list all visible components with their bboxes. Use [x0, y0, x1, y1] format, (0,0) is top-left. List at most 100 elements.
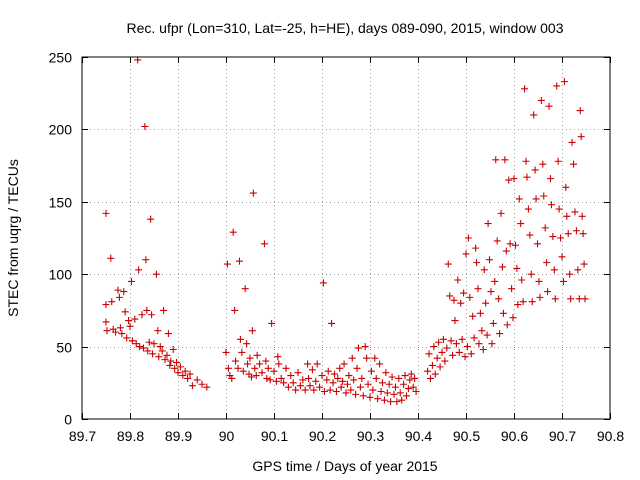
data-point — [570, 160, 578, 168]
data-point — [358, 374, 366, 382]
data-point — [102, 209, 110, 217]
data-point — [562, 183, 570, 191]
data-point — [521, 85, 529, 93]
data-point — [139, 344, 147, 352]
data-point — [238, 348, 246, 356]
data-point — [495, 295, 503, 303]
plot-frame — [81, 56, 611, 420]
x-tick-label: 89.8 — [117, 428, 144, 444]
data-point — [179, 372, 187, 380]
data-point — [499, 309, 507, 317]
data-point — [401, 372, 409, 380]
data-point — [347, 386, 355, 394]
data-point — [378, 379, 386, 387]
data-point — [350, 376, 358, 384]
y-tick-label: 150 — [49, 195, 73, 211]
data-point — [336, 364, 344, 372]
data-point — [352, 390, 360, 398]
data-point — [343, 380, 351, 388]
x-tick-label: 90 — [219, 428, 235, 444]
data-point — [150, 340, 158, 348]
data-point — [517, 220, 525, 228]
data-point — [173, 359, 181, 367]
data-point — [102, 318, 110, 326]
data-point — [540, 192, 548, 200]
data-point — [385, 380, 393, 388]
data-point — [313, 360, 321, 368]
data-point — [266, 376, 274, 384]
data-point — [452, 340, 460, 348]
data-point — [438, 348, 446, 356]
y-tick-label: 0 — [64, 412, 72, 428]
data-point — [509, 314, 517, 322]
y-tick-label: 100 — [49, 267, 73, 283]
data-point — [374, 395, 382, 403]
data-point — [102, 301, 110, 309]
data-point — [486, 256, 494, 264]
data-point — [534, 240, 542, 248]
data-point — [107, 254, 115, 262]
data-point — [126, 322, 134, 330]
data-point — [514, 301, 522, 309]
data-point — [443, 344, 451, 352]
data-point — [463, 343, 471, 351]
data-point — [478, 327, 486, 335]
x-tick-label: 90.7 — [549, 428, 576, 444]
data-point — [127, 277, 135, 285]
data-point — [145, 338, 153, 346]
data-point — [466, 293, 474, 301]
data-point — [112, 328, 120, 336]
data-point — [132, 340, 140, 348]
data-point — [461, 353, 469, 361]
data-point — [320, 387, 328, 395]
data-point — [244, 360, 252, 368]
data-point — [398, 396, 406, 404]
x-tick-label: 90.1 — [261, 428, 288, 444]
data-point — [198, 380, 206, 388]
data-point — [232, 357, 240, 365]
data-point — [424, 367, 432, 375]
data-point — [116, 324, 124, 332]
data-point — [361, 343, 369, 351]
data-point — [541, 224, 549, 232]
data-point — [155, 353, 163, 361]
data-point — [547, 201, 555, 209]
data-point — [488, 340, 496, 348]
data-point — [428, 361, 436, 369]
data-point — [425, 350, 433, 358]
data-point — [470, 334, 478, 342]
data-point — [287, 372, 295, 380]
data-point — [319, 279, 327, 287]
data-point — [328, 319, 336, 327]
data-point — [167, 357, 175, 365]
data-point — [306, 382, 314, 390]
data-point — [388, 373, 396, 381]
data-point — [484, 220, 492, 228]
data-point — [393, 398, 401, 406]
data-point — [186, 370, 194, 378]
data-point — [337, 383, 345, 391]
data-point — [280, 379, 288, 387]
data-point — [455, 348, 463, 356]
data-point — [462, 250, 470, 258]
data-point — [138, 311, 146, 319]
data-point — [135, 266, 143, 274]
data-point — [274, 353, 282, 361]
data-point — [258, 369, 266, 377]
y-tick-label: 250 — [49, 50, 73, 66]
data-point — [469, 312, 477, 320]
data-point — [228, 374, 236, 382]
data-point — [472, 244, 480, 252]
data-point — [158, 347, 166, 355]
data-point — [482, 299, 490, 307]
data-point — [519, 298, 527, 306]
data-point — [134, 56, 142, 64]
data-point — [458, 335, 466, 343]
data-point — [483, 331, 491, 339]
x-tick-labels: 89.7 89.8 89.9 90 90.1 90.2 90.3 90.4 90.5 90.6 90… — [69, 428, 624, 444]
data-point — [235, 257, 243, 265]
data-point — [545, 102, 553, 110]
x-axis-label: GPS time / Days of year 2015 — [252, 458, 437, 474]
data-point — [301, 386, 309, 394]
data-point — [252, 372, 260, 380]
